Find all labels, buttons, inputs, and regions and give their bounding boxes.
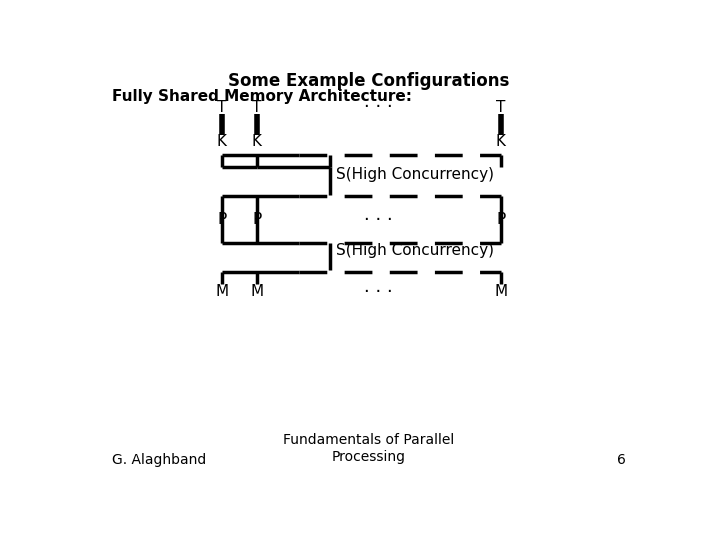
Text: Fully Shared Memory Architecture:: Fully Shared Memory Architecture: <box>112 90 412 104</box>
Text: S(High Concurrency): S(High Concurrency) <box>336 167 495 183</box>
Text: M: M <box>215 285 228 300</box>
Text: Some Example Configurations: Some Example Configurations <box>228 72 510 91</box>
Text: K: K <box>217 133 227 148</box>
Text: P: P <box>496 212 505 227</box>
Text: · · ·: · · · <box>364 211 393 228</box>
Text: M: M <box>250 285 264 300</box>
Text: P: P <box>252 212 261 227</box>
Text: T: T <box>217 100 226 114</box>
Text: P: P <box>217 212 226 227</box>
Text: T: T <box>496 100 505 114</box>
Text: S(High Concurrency): S(High Concurrency) <box>336 243 495 258</box>
Text: G. Alaghband: G. Alaghband <box>112 453 206 467</box>
Text: Fundamentals of Parallel
Processing: Fundamentals of Parallel Processing <box>284 434 454 464</box>
Text: · · ·: · · · <box>364 98 393 116</box>
Text: T: T <box>252 100 261 114</box>
Text: K: K <box>251 133 261 148</box>
Text: 6: 6 <box>618 453 626 467</box>
Text: K: K <box>496 133 505 148</box>
Text: M: M <box>494 285 508 300</box>
Text: · · ·: · · · <box>364 283 393 301</box>
